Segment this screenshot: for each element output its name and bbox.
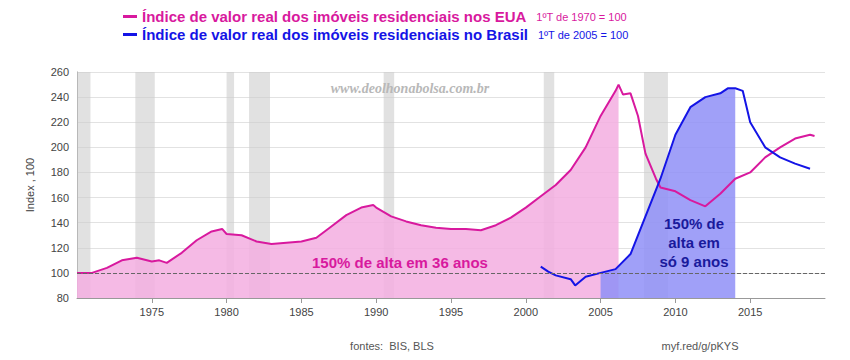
svg-text:1995: 1995 — [439, 306, 463, 318]
svg-text:2010: 2010 — [663, 306, 687, 318]
svg-text:140: 140 — [51, 217, 69, 229]
svg-text:1ºT de 2005 = 100: 1ºT de 2005 = 100 — [538, 29, 628, 41]
svg-text:myf.red/g/pKYS: myf.red/g/pKYS — [661, 340, 738, 352]
svg-text:1ºT de 1970 = 100: 1ºT de 1970 = 100 — [536, 11, 626, 23]
svg-text:150% de alta em 36 anos: 150% de alta em 36 anos — [312, 254, 488, 271]
svg-text:200: 200 — [51, 141, 69, 153]
svg-text:fontes: BIS, BLS: fontes: BIS, BLS — [350, 340, 434, 352]
svg-text:180: 180 — [51, 166, 69, 178]
svg-text:80: 80 — [57, 292, 69, 304]
svg-text:100: 100 — [51, 267, 69, 279]
svg-text:220: 220 — [51, 116, 69, 128]
svg-text:www.deolhonabolsa.com.br: www.deolhonabolsa.com.br — [331, 81, 490, 96]
svg-text:150% de: 150% de — [664, 215, 724, 232]
svg-text:alta em: alta em — [668, 234, 720, 251]
svg-text:só 9 anos: só 9 anos — [659, 253, 728, 270]
svg-text:160: 160 — [51, 192, 69, 204]
svg-text:Index , 100: Index , 100 — [24, 158, 36, 212]
svg-text:240: 240 — [51, 91, 69, 103]
svg-text:1985: 1985 — [289, 306, 313, 318]
svg-text:2005: 2005 — [588, 306, 612, 318]
svg-text:Índice de valor real dos imóve: Índice de valor real dos imóveis residen… — [142, 26, 528, 43]
svg-text:260: 260 — [51, 66, 69, 78]
svg-text:120: 120 — [51, 242, 69, 254]
svg-text:Índice de valor real dos imóve: Índice de valor real dos imóveis residen… — [142, 8, 526, 25]
svg-text:1975: 1975 — [140, 306, 164, 318]
svg-text:2000: 2000 — [514, 306, 538, 318]
svg-text:2015: 2015 — [738, 306, 762, 318]
svg-text:1980: 1980 — [214, 306, 238, 318]
svg-text:1990: 1990 — [364, 306, 388, 318]
